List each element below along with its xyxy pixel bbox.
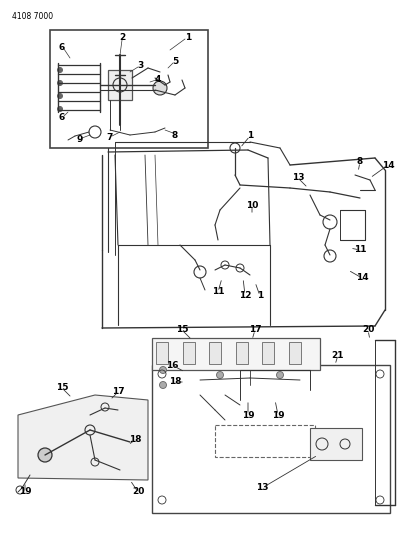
Text: 14: 14 [356,273,368,282]
Text: 1: 1 [185,34,191,43]
Circle shape [38,448,52,462]
Circle shape [160,367,166,374]
Circle shape [58,80,62,85]
Text: 17: 17 [112,387,124,397]
Text: 20: 20 [132,488,144,497]
Text: 4108 7000: 4108 7000 [12,12,53,21]
Bar [156,342,168,364]
Circle shape [153,81,167,95]
Text: 8: 8 [357,157,363,166]
Text: 14: 14 [382,160,394,169]
Text: 7: 7 [107,133,113,142]
Text: 2: 2 [119,34,125,43]
Text: 12: 12 [239,290,251,300]
Bar [209,342,221,364]
Circle shape [58,68,62,72]
Bar [215,425,315,457]
Text: 19: 19 [19,488,31,497]
Text: 21: 21 [332,351,344,359]
Text: 4: 4 [155,76,161,85]
Text: 10: 10 [246,200,258,209]
Text: 5: 5 [172,58,178,67]
Text: 15: 15 [176,326,188,335]
Text: 6: 6 [59,43,65,52]
Circle shape [58,107,62,111]
Bar [152,338,320,370]
Text: 19: 19 [242,410,254,419]
Text: 1: 1 [257,292,263,301]
Text: 3: 3 [137,61,143,69]
Text: 16: 16 [166,360,178,369]
Bar [183,342,195,364]
Bar [262,342,275,364]
Text: 19: 19 [272,410,284,419]
Bar [289,342,301,364]
Text: 15: 15 [56,384,68,392]
Polygon shape [18,395,148,480]
Bar [236,342,248,364]
Text: 1: 1 [247,132,253,141]
Text: 18: 18 [129,435,141,445]
Text: 9: 9 [77,135,83,144]
Circle shape [58,93,62,99]
Bar [108,70,132,100]
Text: 13: 13 [256,483,268,492]
Text: 18: 18 [169,377,181,386]
Circle shape [277,372,284,378]
Text: 11: 11 [354,246,366,254]
Circle shape [217,372,224,378]
Bar [152,365,390,513]
Bar [310,428,362,460]
Text: 17: 17 [249,326,261,335]
Text: 20: 20 [362,326,374,335]
Text: 8: 8 [172,131,178,140]
Circle shape [160,382,166,389]
Text: 6: 6 [59,114,65,123]
Bar [50,30,208,148]
Text: 11: 11 [212,287,224,296]
Text: 13: 13 [292,174,304,182]
